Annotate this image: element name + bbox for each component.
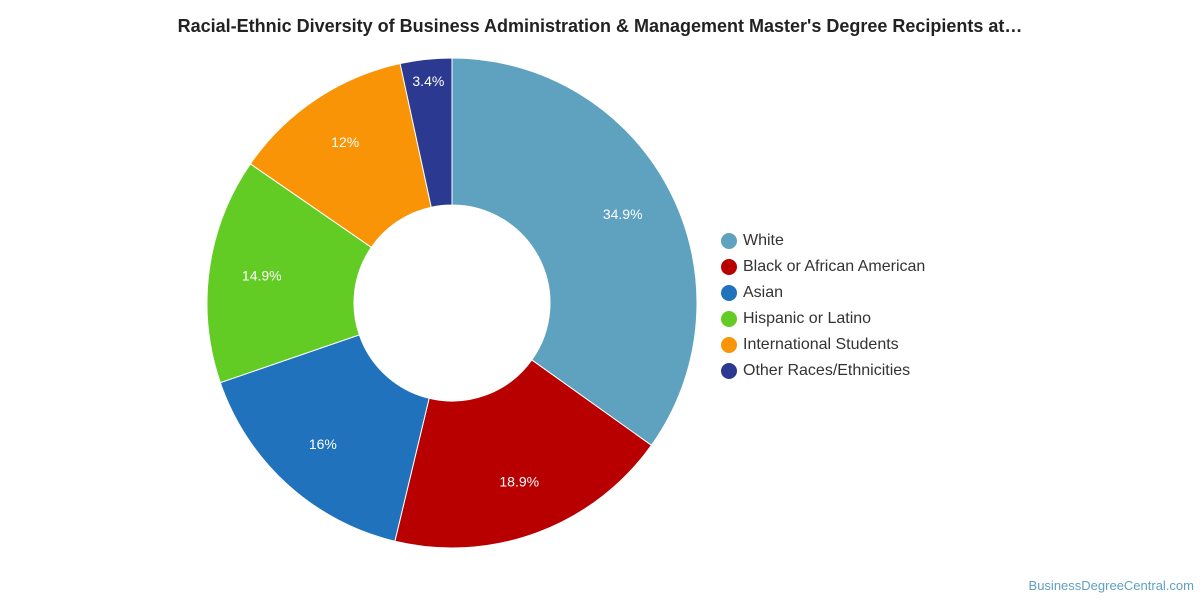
legend-item-asian[interactable]: Asian [721,280,925,306]
slice-hispanic[interactable] [206,163,373,384]
slice-other[interactable] [399,57,453,208]
legend-item-other[interactable]: Other Races/Ethnicities [721,358,925,384]
legend-swatch-international [721,337,737,353]
slice-label-white: 34.9% [603,206,643,222]
legend-swatch-white [721,233,737,249]
slice-label-hispanic: 14.9% [242,268,282,284]
legend-label-black: Black or African American [743,258,926,275]
legend-item-hispanic[interactable]: Hispanic or Latino [721,306,925,332]
legend-label-asian: Asian [743,284,784,301]
legend-item-white[interactable]: White [721,228,925,254]
slice-black[interactable] [394,359,653,549]
legend-label-white: White [743,232,784,249]
slice-international[interactable] [249,62,432,249]
legend-swatch-other [721,363,737,379]
legend-label-international: International Students [743,336,899,353]
legend-swatch-asian [721,285,737,301]
legend-item-black[interactable]: Black or African American [721,254,925,280]
slice-label-other: 3.4% [412,73,444,89]
slice-label-international: 12% [331,134,359,150]
slice-asian[interactable] [219,334,430,542]
chart-title: Racial-Ethnic Diversity of Business Admi… [177,16,1023,36]
slice-white[interactable] [451,57,698,447]
slice-label-asian: 16% [309,436,337,452]
site-watermark[interactable]: BusinessDegreeCentral.com [1028,578,1194,593]
legend-label-other: Other Races/Ethnicities [743,362,911,379]
slice-label-black: 18.9% [499,474,539,490]
chart-legend: White Black or African American Asian Hi… [721,228,925,384]
legend-label-hispanic: Hispanic or Latino [743,310,872,327]
legend-swatch-black [721,259,737,275]
legend-item-international[interactable]: International Students [721,332,925,358]
legend-swatch-hispanic [721,311,737,327]
